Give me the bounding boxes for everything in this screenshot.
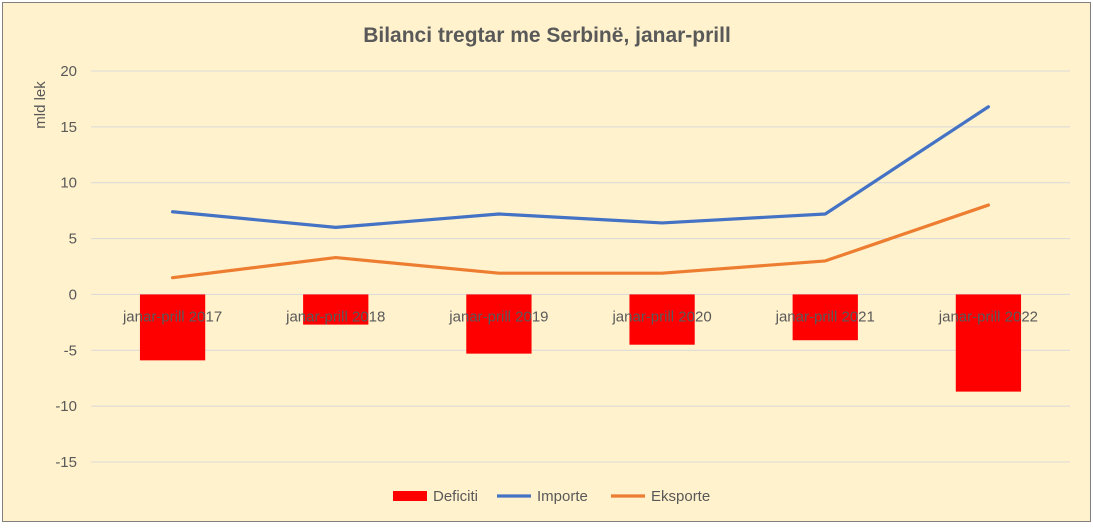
y-tick-label: -5: [64, 342, 77, 359]
legend-label-eksporte: Eksporte: [651, 488, 710, 505]
bar-deficiti: [139, 294, 206, 361]
line-series: [170, 105, 991, 280]
legend-label-importe: Importe: [537, 488, 588, 505]
y-tick-label: 20: [60, 63, 77, 80]
y-tick-label: 0: [69, 286, 77, 303]
bar-deficiti: [955, 294, 1022, 392]
legend-swatch-deficiti: [393, 491, 427, 501]
category-label: janar-prill 2019: [448, 308, 548, 325]
line-importe: [170, 105, 991, 229]
bar-deficiti: [466, 294, 532, 354]
category-labels: janar-prill 2017 janar-prill 2018 janar-pr…: [122, 308, 1038, 325]
chart-svg: Bilanci tregtar me Serbinë, janar-prill …: [32, 24, 1070, 505]
line-eksporte: [170, 203, 991, 280]
y-tick-labels: 20 15 10 5 0 -5 -10 -15: [55, 63, 77, 471]
category-label: janar-prill 2021: [775, 308, 875, 325]
category-label: janar-prill 2022: [938, 308, 1038, 325]
y-tick-label: -10: [55, 398, 77, 415]
y-tick-label: 5: [69, 231, 77, 248]
bar-deficiti: [792, 294, 858, 341]
y-tick-label: 15: [60, 119, 77, 136]
bar-deficiti: [303, 294, 369, 325]
bar-deficiti: [629, 294, 695, 345]
gridlines: [91, 70, 1070, 463]
category-label: janar-prill 2020: [611, 308, 711, 325]
bar-series-deficiti: [139, 294, 1022, 392]
y-axis-label: mld lek: [32, 81, 49, 129]
category-label: janar-prill 2017: [122, 308, 222, 325]
category-label: janar-prill 2018: [285, 308, 385, 325]
y-tick-label: -15: [55, 454, 77, 471]
y-tick-label: 10: [60, 175, 77, 192]
legend-label-deficiti: Deficiti: [433, 488, 478, 505]
legend: Deficiti Importe Eksporte: [393, 488, 710, 505]
chart-title: Bilanci tregtar me Serbinë, janar-prill: [363, 24, 731, 47]
